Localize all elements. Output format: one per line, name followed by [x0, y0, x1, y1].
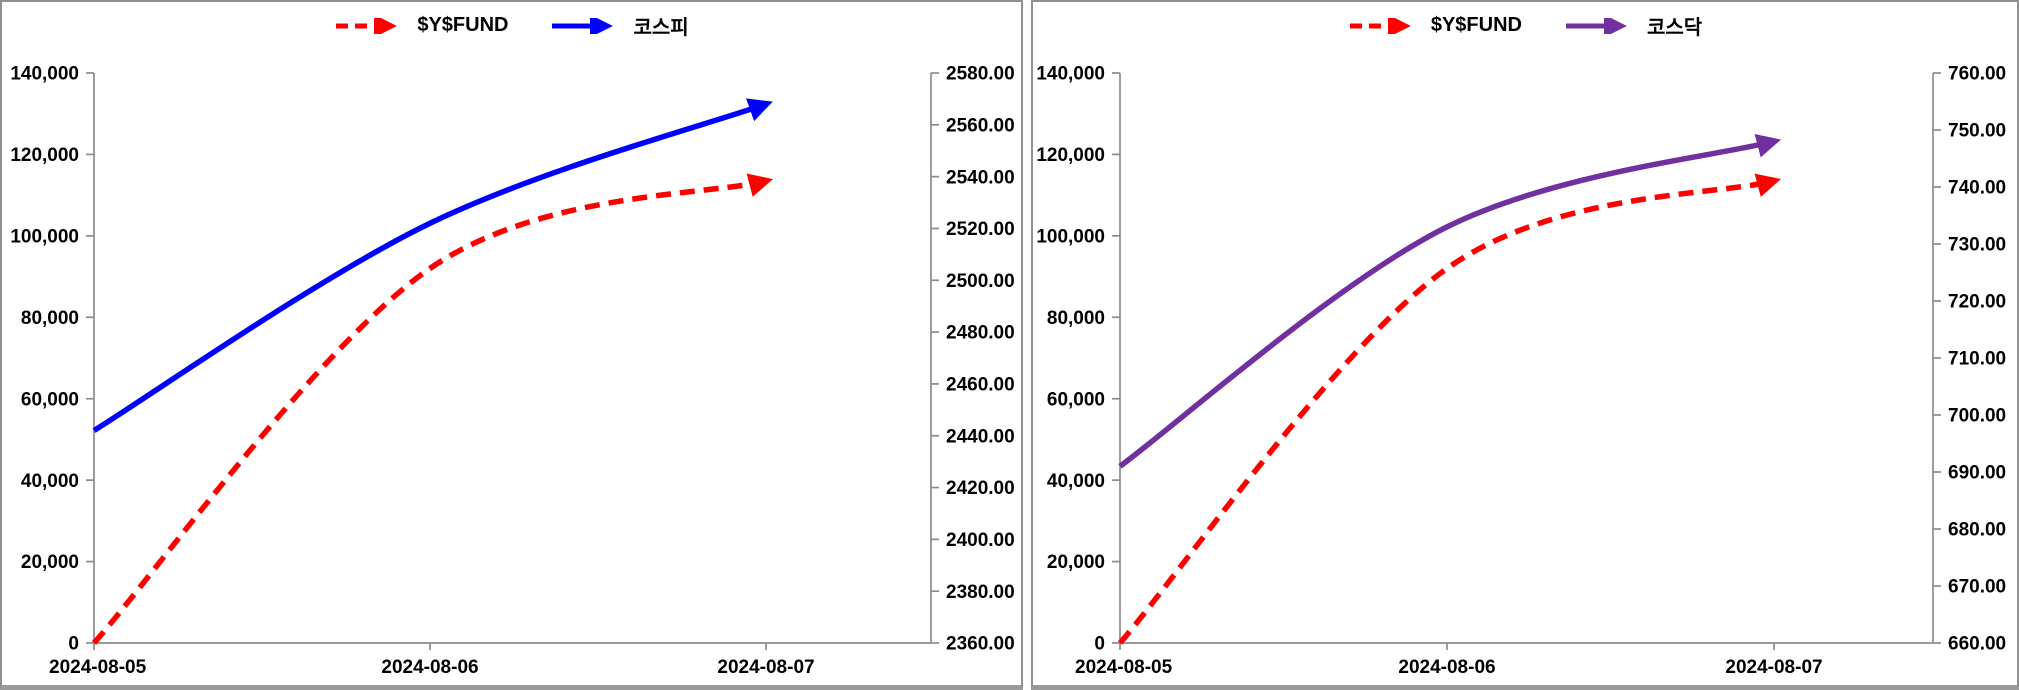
y-axis-left-label: 120,000: [10, 145, 79, 166]
chart-panel-kosdaq: $Y$FUND 코스닥 0 20,000 40,000 60,000 80,000 100,…: [1031, 0, 2019, 690]
y-axis-left: 0 20,000 40,000 60,000 80,000 100,000 120,000 1…: [1036, 64, 1120, 655]
line-chart-fund-vs-kospi: 0 20,000 40,000 60,000 80,000 100,000 120,000 1…: [10, 64, 1015, 678]
y-axis-right-label: 2420.00: [946, 478, 1015, 499]
series-line-fund: [1117, 173, 1782, 645]
x-axis-label: 2024-08-07: [1725, 657, 1822, 678]
y-axis-right: 660.00 670.00 680.00 690.00 700.00 710.00 720.…: [1933, 64, 2006, 655]
axes: [93, 73, 932, 644]
y-axis-right-label: 760.00: [1948, 64, 2006, 85]
y-axis-right-label: 2540.00: [946, 167, 1015, 188]
series-line-fund: [91, 173, 774, 645]
y-axis-left-label: 140,000: [10, 64, 79, 85]
y-axis-right-label: 2380.00: [946, 582, 1015, 603]
axes: [1119, 73, 1934, 644]
y-axis-right-label: 700.00: [1948, 406, 2006, 427]
y-axis-left-label: 100,000: [1036, 227, 1105, 248]
y-axis-right-label: 2460.00: [946, 375, 1015, 396]
y-axis-left-label: 0: [1094, 634, 1105, 655]
y-axis-right-label: 740.00: [1948, 178, 2006, 199]
y-axis-left-label: 80,000: [21, 308, 79, 329]
chart-panel-kospi: $Y$FUND 코스피 0 20,000 40,000 60,000 80,000 100,…: [0, 0, 1023, 690]
y-axis-right-label: 730.00: [1948, 235, 2006, 256]
y-axis-right-label: 2360.00: [946, 634, 1015, 655]
y-axis-left-label: 80,000: [1047, 308, 1105, 329]
y-axis-right-label: 2500.00: [946, 271, 1015, 292]
y-axis-left-label: 20,000: [21, 552, 79, 573]
x-axis-label: 2024-08-06: [1398, 657, 1495, 678]
y-axis-left-label: 140,000: [1036, 64, 1105, 85]
y-axis-left-label: 40,000: [21, 471, 79, 492]
y-axis-right-label: 2480.00: [946, 323, 1015, 344]
y-axis-right-label: 2560.00: [946, 115, 1015, 136]
y-axis-left-label: 100,000: [10, 227, 79, 248]
y-axis-right-label: 2440.00: [946, 426, 1015, 447]
series-line-index: [1118, 133, 1782, 469]
y-axis-left-label: 120,000: [1036, 145, 1105, 166]
y-axis-left-label: 40,000: [1047, 471, 1105, 492]
y-axis-right-label: 710.00: [1948, 349, 2006, 370]
y-axis-left: 0 20,000 40,000 60,000 80,000 100,000 120,000 1…: [10, 64, 94, 655]
y-axis-right-label: 2400.00: [946, 530, 1015, 551]
x-axis-label: 2024-08-07: [717, 657, 814, 678]
y-axis-left-label: 60,000: [21, 389, 79, 410]
series-line-index: [92, 98, 773, 433]
y-axis-right-label: 670.00: [1948, 577, 2006, 598]
line-chart-fund-vs-kosdaq: 0 20,000 40,000 60,000 80,000 100,000 120,000 1…: [1036, 64, 2006, 678]
x-axis: 2024-08-05 2024-08-06 2024-08-07: [49, 643, 815, 678]
x-axis-label: 2024-08-05: [1075, 657, 1173, 678]
y-axis-right-label: 720.00: [1948, 292, 2006, 313]
y-axis-right-label: 680.00: [1948, 520, 2006, 541]
y-axis-right-label: 660.00: [1948, 634, 2006, 655]
y-axis-right: 2360.00 2380.00 2400.00 2420.00 2440.00 2460.…: [931, 64, 1015, 655]
y-axis-right-label: 2580.00: [946, 64, 1015, 85]
y-axis-right-label: 750.00: [1948, 121, 2006, 142]
y-axis-left-label: 0: [68, 634, 79, 655]
x-axis-label: 2024-08-05: [49, 657, 147, 678]
x-axis: 2024-08-05 2024-08-06 2024-08-07: [1075, 643, 1823, 678]
x-axis-label: 2024-08-06: [381, 657, 478, 678]
y-axis-left-label: 60,000: [1047, 389, 1105, 410]
y-axis-right-label: 2520.00: [946, 219, 1015, 240]
y-axis-right-label: 690.00: [1948, 463, 2006, 484]
y-axis-left-label: 20,000: [1047, 552, 1105, 573]
